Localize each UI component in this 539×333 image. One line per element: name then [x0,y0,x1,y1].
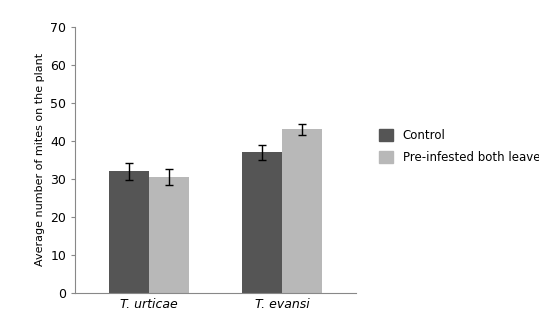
Bar [243,152,282,293]
Bar [149,177,189,293]
Bar [282,130,322,293]
Y-axis label: Average number of mites on the plant: Average number of mites on the plant [35,53,45,266]
Bar [109,171,149,293]
Legend: Control, Pre-infested both leaves: Control, Pre-infested both leaves [376,125,539,168]
